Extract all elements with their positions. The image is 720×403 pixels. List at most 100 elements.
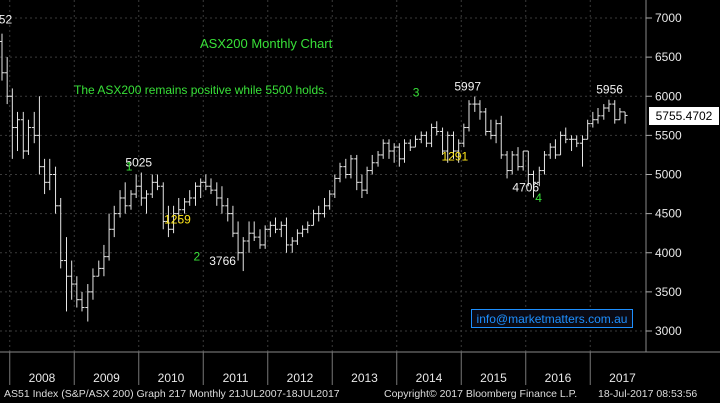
y-tick-label: 6500 xyxy=(655,50,682,64)
ohlc-bar xyxy=(622,111,628,124)
x-tick-label: 2010 xyxy=(158,371,185,385)
y-tick-label: 4000 xyxy=(655,246,682,260)
ohlc-bar xyxy=(552,139,558,159)
ohlc-bar xyxy=(187,190,193,206)
ohlc-bar xyxy=(311,209,317,226)
ohlc-bar xyxy=(445,131,451,163)
wave-label: 1 xyxy=(126,160,133,174)
y-tick-label: 7000 xyxy=(655,11,682,25)
ohlc-bar xyxy=(165,205,171,238)
ohlc-bar xyxy=(530,170,536,198)
price-label: 1291 xyxy=(441,150,468,164)
y-axis-ticks: 3000 3500 4000 4500 5000 5500 6000 6500 7000 xyxy=(646,11,682,338)
ohlc-bar xyxy=(391,143,397,163)
ohlc-bar xyxy=(101,244,107,277)
ohlc-bar xyxy=(182,197,188,214)
ohlc-bar xyxy=(47,158,53,191)
ohlc-bar xyxy=(569,135,575,152)
x-tick-label: 2012 xyxy=(287,371,314,385)
ohlc-bar xyxy=(541,151,547,175)
ohlc-bar xyxy=(31,111,37,144)
ohlc-bar xyxy=(235,221,241,261)
ohlc-bar xyxy=(412,135,418,148)
ohlc-bar xyxy=(547,143,553,159)
x-tick-label: 2015 xyxy=(480,371,507,385)
ohlc-bar xyxy=(316,205,322,222)
ohlc-bar xyxy=(375,151,381,167)
ohlc-bar xyxy=(262,225,268,249)
ohlc-bar xyxy=(133,174,139,198)
ohlc-bar xyxy=(79,291,85,312)
ohlc-bar xyxy=(20,111,26,159)
ohlc-bar xyxy=(267,221,273,238)
ohlc-bar xyxy=(214,182,220,206)
ohlc-bar xyxy=(85,284,91,322)
ohlc-bar xyxy=(69,260,75,300)
ohlc-bar xyxy=(278,221,284,238)
ohlc-bar xyxy=(171,205,177,234)
ohlc-bar xyxy=(25,119,31,155)
ohlc-bar xyxy=(558,131,564,156)
ohlc-bar xyxy=(364,166,370,195)
ohlc-bar xyxy=(574,135,580,148)
ohlc-bar xyxy=(515,147,521,171)
ohlc-bar xyxy=(461,123,467,148)
ohlc-bar xyxy=(354,154,360,191)
ohlc-bar xyxy=(4,57,10,105)
price-label: 5025 xyxy=(125,156,152,170)
ohlc-bar xyxy=(251,221,257,242)
footer-copyright: Copyright© 2017 Bloomberg Finance L.P. xyxy=(384,388,578,400)
ohlc-bar xyxy=(208,178,214,195)
ohlc-bar xyxy=(257,229,263,249)
ohlc-bar xyxy=(429,123,435,148)
ohlc-bar xyxy=(160,182,166,230)
price-bars xyxy=(0,33,628,322)
ohlc-bar xyxy=(440,127,446,155)
y-tick-label: 3000 xyxy=(655,324,682,338)
footer-bar: AS51 Index (S&P/ASX 200) Graph 217 Month… xyxy=(0,385,720,403)
ohlc-bar xyxy=(369,154,375,175)
price-label: 5956 xyxy=(596,83,623,97)
asx200-chart: 3000 3500 4000 4500 5000 5500 6000 6500 7000 200… xyxy=(0,0,720,385)
x-tick-label: 2013 xyxy=(351,371,378,385)
ohlc-bar xyxy=(332,174,338,198)
ohlc-bar xyxy=(36,96,42,175)
ohlc-bar xyxy=(294,229,300,245)
ohlc-bar xyxy=(483,107,489,136)
ohlc-bar xyxy=(590,111,596,128)
ohlc-bar xyxy=(525,150,531,187)
ohlc-bar xyxy=(488,119,494,140)
email-link[interactable]: info@marketmatters.com.au xyxy=(471,309,633,328)
ohlc-bar xyxy=(359,174,365,198)
ohlc-bar xyxy=(327,190,333,210)
ohlc-bar xyxy=(90,268,96,300)
ohlc-bar xyxy=(122,182,128,214)
price-label: 5997 xyxy=(454,79,481,93)
x-tick-label: 2014 xyxy=(416,371,443,385)
ohlc-bar xyxy=(456,139,462,163)
ohlc-bar xyxy=(74,276,80,308)
ohlc-bar xyxy=(451,131,457,159)
wave-label: 2 xyxy=(193,250,200,264)
ohlc-bar xyxy=(493,119,499,144)
ohlc-bar xyxy=(240,237,246,272)
ohlc-bar xyxy=(246,221,252,253)
ohlc-bar xyxy=(401,139,407,163)
ohlc-bar xyxy=(418,131,424,144)
wave-label: 3 xyxy=(413,85,420,99)
last-price-label: 5755.4702 xyxy=(649,107,719,125)
footer-timestamp: 18-Jul-2017 08:53:56 xyxy=(598,388,698,400)
ohlc-bar xyxy=(498,115,504,159)
ohlc-bar xyxy=(300,225,306,238)
y-tick-label: 3500 xyxy=(655,285,682,299)
y-tick-label: 4500 xyxy=(655,207,682,221)
ohlc-bar xyxy=(149,174,155,198)
ohlc-bar xyxy=(477,100,483,120)
ohlc-bar xyxy=(617,107,623,121)
ohlc-bar xyxy=(111,205,117,238)
y-tick-label: 5000 xyxy=(655,168,682,182)
x-tick-label: 2008 xyxy=(29,371,56,385)
ohlc-bar xyxy=(520,150,526,171)
ohlc-bar xyxy=(143,190,149,214)
price-label: 4706 xyxy=(512,181,539,195)
